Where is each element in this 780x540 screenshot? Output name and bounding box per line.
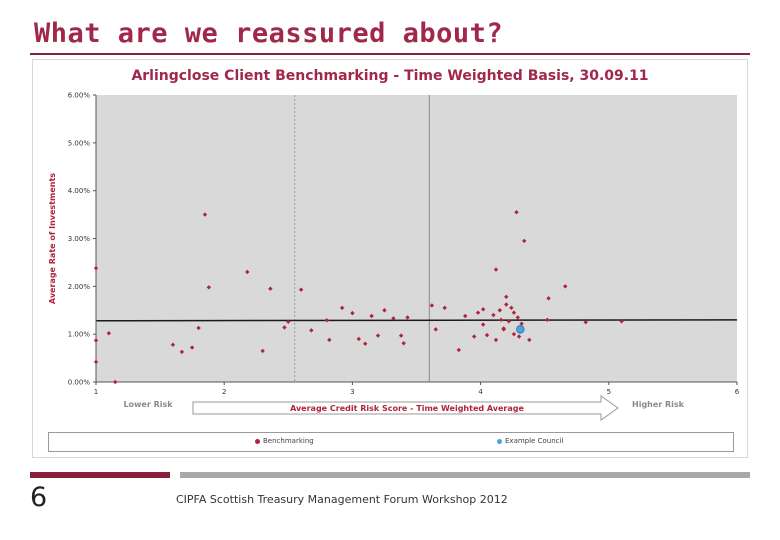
benchmark-point <box>480 307 486 312</box>
benchmark-point <box>106 331 112 336</box>
benchmark-point <box>511 310 517 315</box>
benchmark-point <box>369 313 374 319</box>
higher-risk-label: Higher Risk <box>632 400 685 409</box>
benchmark-point <box>363 341 368 346</box>
legend-label-example-council: Example Council <box>505 437 564 445</box>
example-council-point <box>516 325 525 334</box>
y-tick-label: 3.00% <box>68 235 91 243</box>
benchmark-point <box>497 308 503 313</box>
benchmark-point <box>245 269 250 275</box>
benchmark-point <box>391 316 396 321</box>
title-divider <box>30 53 750 55</box>
y-tick-label: 1.00% <box>68 331 91 339</box>
x-tick-label: 4 <box>478 388 483 396</box>
y-tick-label: 4.00% <box>68 187 91 195</box>
benchmark-point <box>93 265 99 271</box>
benchmark-point <box>619 319 624 324</box>
benchmark-point <box>401 341 406 346</box>
benchmark-point <box>511 331 517 337</box>
benchmark-point <box>546 296 551 301</box>
benchmark-point <box>456 347 462 353</box>
x-tick-label: 1 <box>94 388 98 396</box>
benchmark-point <box>350 310 355 316</box>
trend-line <box>95 319 738 322</box>
benchmark-point <box>382 308 387 313</box>
benchmark-point <box>506 319 512 324</box>
benchmark-point <box>514 209 519 215</box>
legend-label-benchmarking: Benchmarking <box>263 437 314 445</box>
legend-item-benchmarking: Benchmarking <box>255 437 314 445</box>
y-tick-label: 2.00% <box>68 283 91 291</box>
y-tick-label: 0.00% <box>68 379 91 387</box>
y-axis-label: Average Rate of Investments <box>48 173 57 304</box>
benchmark-point <box>268 286 273 291</box>
benchmark-point <box>375 333 381 338</box>
benchmark-point <box>463 313 468 319</box>
benchmark-point <box>545 317 550 323</box>
benchmark-point <box>398 333 404 338</box>
benchmark-point <box>282 325 287 330</box>
benchmark-point <box>339 305 345 311</box>
footer-accent-bar <box>30 472 170 478</box>
benchmark-point <box>501 326 506 331</box>
benchmark-chart: Arlingclose Client Benchmarking - Time W… <box>32 59 748 458</box>
legend-item-example-council: Example Council <box>497 437 563 445</box>
benchmark-point <box>309 328 314 333</box>
x-tick-label: 6 <box>735 388 740 396</box>
benchmark-point <box>93 359 99 365</box>
benchmark-point <box>521 238 527 244</box>
benchmark-point <box>475 310 481 315</box>
benchmark-point <box>442 305 447 311</box>
benchmark-point <box>206 285 212 290</box>
chart-legend: Benchmarking Example Council <box>48 432 734 452</box>
x-tick-label: 2 <box>222 388 226 396</box>
benchmark-point <box>113 379 118 385</box>
slide-title: What are we reassured about? <box>34 18 504 49</box>
benchmark-point <box>433 327 438 332</box>
lower-risk-label: Lower Risk <box>123 400 173 409</box>
benchmark-point <box>429 303 435 308</box>
benchmark-point <box>471 334 477 339</box>
benchmark-point <box>493 267 499 272</box>
benchmark-point <box>179 349 185 355</box>
benchmark-point <box>504 302 509 307</box>
y-tick-label: 5.00% <box>68 139 91 147</box>
benchmark-point <box>480 322 486 327</box>
legend-marker-example-council <box>497 438 502 444</box>
benchmark-point <box>286 319 291 324</box>
x-axis-label: Average Credit Risk Score - Time Weighte… <box>290 404 524 413</box>
benchmark-point <box>484 332 490 338</box>
y-tick-label: 6.00% <box>68 92 91 100</box>
benchmark-point <box>563 284 568 289</box>
chart-title: Arlingclose Client Benchmarking - Time W… <box>131 68 648 84</box>
benchmark-point <box>170 342 176 347</box>
benchmark-point <box>405 315 410 320</box>
footer-text: CIPFA Scottish Treasury Management Forum… <box>176 493 508 506</box>
benchmark-point <box>93 338 99 343</box>
benchmark-point <box>196 325 201 331</box>
benchmark-point <box>519 321 524 326</box>
x-tick-label: 3 <box>350 388 354 396</box>
footer-grey-bar <box>180 472 750 478</box>
benchmark-point <box>356 336 362 342</box>
benchmark-point <box>491 312 496 318</box>
plot-area <box>96 95 737 382</box>
benchmark-point <box>189 345 195 350</box>
benchmark-point <box>583 320 588 325</box>
benchmark-point <box>202 212 208 217</box>
benchmark-point <box>493 337 499 343</box>
risk-arrow <box>192 395 619 421</box>
benchmark-point <box>498 317 504 323</box>
benchmark-point <box>504 294 509 300</box>
x-tick-label: 5 <box>607 388 611 396</box>
legend-marker-benchmarking <box>255 438 260 444</box>
benchmark-point <box>327 337 332 343</box>
benchmark-point <box>324 318 329 323</box>
slide-number: 6 <box>30 482 48 513</box>
scatter-plot: Arlingclose Client Benchmarking - Time W… <box>48 68 740 421</box>
